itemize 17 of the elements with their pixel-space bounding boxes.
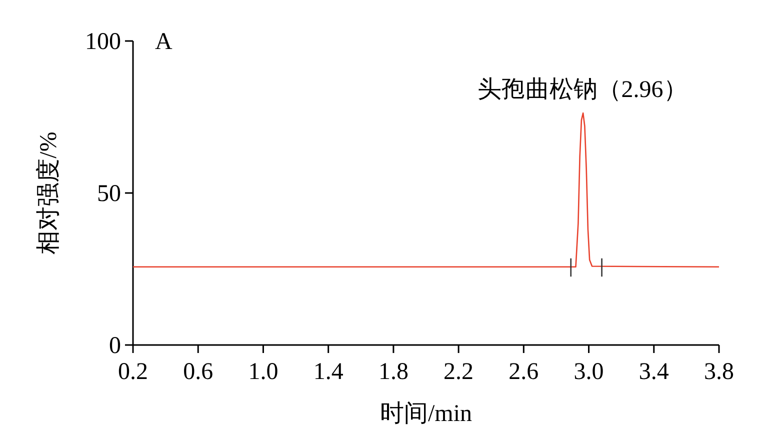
x-tick-label: 1.8 bbox=[378, 359, 408, 385]
y-tick-label: 50 bbox=[97, 181, 121, 207]
y-tick-label: 100 bbox=[85, 29, 121, 55]
x-tick-label: 0.6 bbox=[183, 359, 214, 385]
x-tick-label: 2.2 bbox=[444, 359, 474, 385]
annotation: A bbox=[155, 29, 173, 55]
x-tick-label: 1.0 bbox=[248, 359, 278, 385]
x-axis-title: 时间/min bbox=[380, 401, 472, 427]
x-tick-label: 0.2 bbox=[118, 359, 148, 385]
x-tick-label: 3.0 bbox=[574, 359, 604, 385]
y-tick-label: 0 bbox=[109, 333, 121, 359]
y-axis-title: 相对强度/% bbox=[35, 132, 62, 254]
x-tick-label: 3.4 bbox=[638, 359, 669, 385]
x-tick-label: 1.4 bbox=[313, 359, 344, 385]
x-tick-label: 3.8 bbox=[704, 359, 734, 385]
annotation: 头孢曲松钠（2.96） bbox=[477, 77, 688, 104]
x-tick-label: 2.6 bbox=[508, 359, 539, 385]
